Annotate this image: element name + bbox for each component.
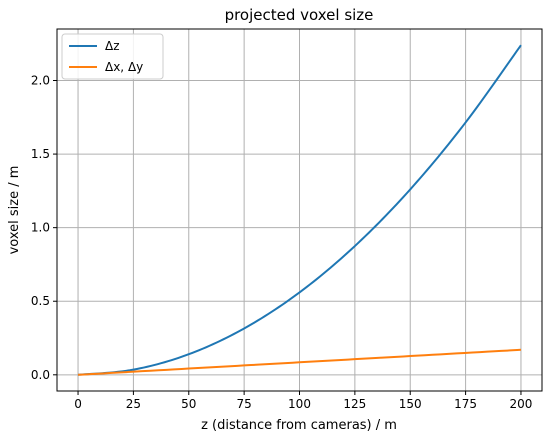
y-tick-label: 1.0 — [31, 221, 50, 235]
x-tick-label: 0 — [74, 397, 82, 411]
y-axis-label: voxel size / m — [7, 166, 22, 255]
x-tick-label: 125 — [343, 397, 366, 411]
legend: Δz Δx, Δy — [61, 33, 164, 80]
y-tick-label: 1.5 — [31, 147, 50, 161]
x-tick-label: 100 — [288, 397, 311, 411]
chart-title: projected voxel size — [225, 6, 374, 24]
x-tick-label: 150 — [399, 397, 422, 411]
legend-label-dxdy: Δx, Δy — [105, 60, 143, 74]
y-tick-label: 2.0 — [31, 74, 50, 88]
series-line-1 — [77, 348, 522, 376]
x-tick-label: 50 — [181, 397, 196, 411]
series-layer — [77, 44, 522, 376]
x-tick-label: 200 — [510, 397, 533, 411]
ticks: 0 25 50 75 100 125 150 175 200 0.0 0.5 1.0 1.5 2.0 — [31, 74, 533, 411]
x-tick-label: 175 — [454, 397, 477, 411]
legend-label-dz: Δz — [105, 39, 120, 53]
y-tick-label: 0.0 — [31, 368, 50, 382]
x-tick-label: 25 — [126, 397, 141, 411]
x-axis-label: z (distance from cameras) / m — [201, 418, 397, 433]
grid — [57, 29, 542, 391]
y-tick-label: 0.5 — [31, 294, 50, 308]
x-tick-label: 75 — [236, 397, 251, 411]
series-line-0 — [77, 44, 522, 376]
